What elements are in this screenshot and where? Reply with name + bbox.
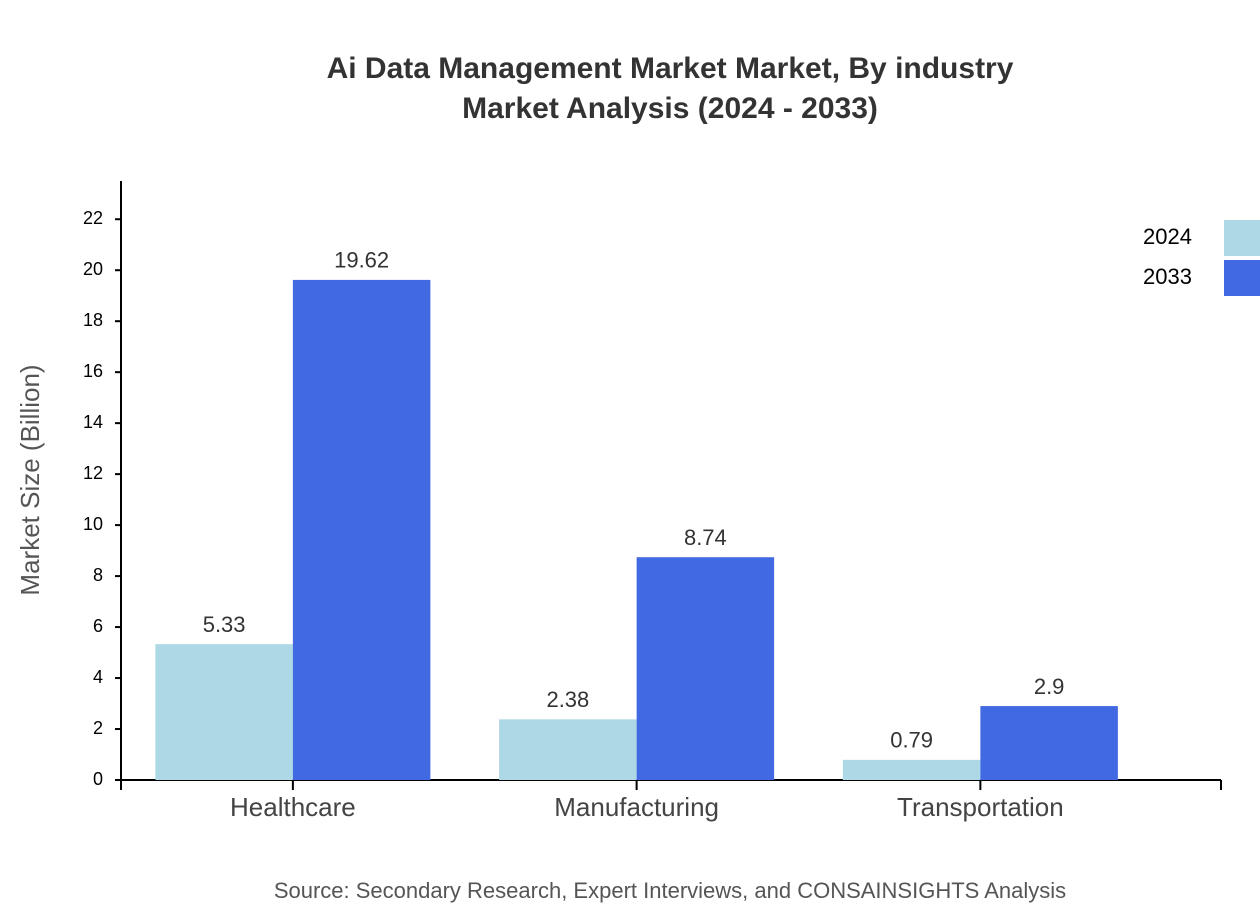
y-tick-label: 4 <box>93 667 103 687</box>
bar <box>980 706 1118 780</box>
x-tick-label: Transportation <box>897 792 1064 822</box>
y-tick-label: 18 <box>83 310 103 330</box>
bar-value-label: 5.33 <box>203 612 246 637</box>
chart-subtitle: Market Analysis (2024 - 2033) <box>462 92 878 125</box>
bar <box>842 759 981 780</box>
chart-title: Ai Data Management Market Market, By ind… <box>327 52 1014 85</box>
bar-value-label: 8.74 <box>684 525 727 550</box>
y-tick-label: 6 <box>93 616 103 636</box>
y-tick-label: 12 <box>83 463 103 483</box>
bar <box>292 279 431 780</box>
legend-label: 2033 <box>1143 264 1192 289</box>
legend-label: 2024 <box>1143 224 1192 249</box>
bar-value-label: 0.79 <box>890 728 933 753</box>
bar-value-label: 19.62 <box>334 248 389 273</box>
source-note: Source: Secondary Research, Expert Inter… <box>274 878 1066 903</box>
y-tick-label: 10 <box>83 514 103 534</box>
y-axis-label: Market Size (Billion) <box>15 364 45 595</box>
bar <box>636 557 775 780</box>
x-tick-label: Manufacturing <box>554 792 719 822</box>
legend-swatch <box>1224 260 1260 296</box>
y-tick-label: 2 <box>93 718 103 738</box>
y-tick-label: 16 <box>83 361 103 381</box>
y-tick-label: 14 <box>83 412 103 432</box>
bar-value-label: 2.38 <box>546 687 589 712</box>
y-tick-label: 22 <box>83 208 103 228</box>
legend-swatch <box>1224 220 1260 256</box>
x-tick-label: Healthcare <box>230 792 356 822</box>
y-tick-label: 20 <box>83 259 103 279</box>
bar-value-label: 2.9 <box>1034 674 1065 699</box>
bar <box>155 644 293 780</box>
bar <box>499 719 637 780</box>
y-tick-label: 8 <box>93 565 103 585</box>
y-tick-label: 0 <box>93 769 103 789</box>
